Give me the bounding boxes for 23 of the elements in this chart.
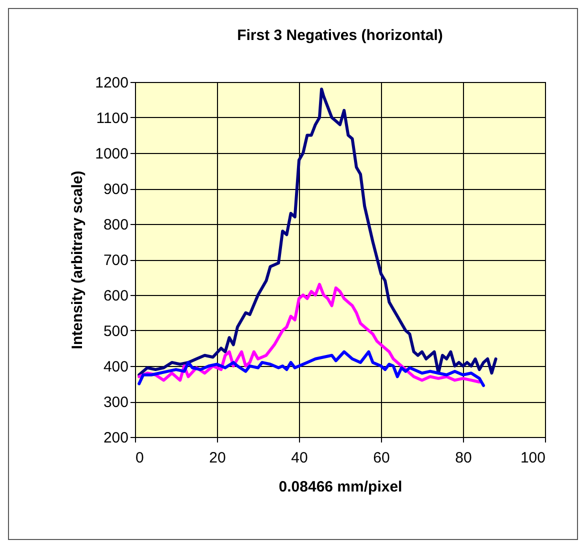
- x-tick-label: 40: [291, 450, 308, 466]
- line-series: [138, 282, 481, 384]
- x-tick-label: 0: [136, 450, 144, 466]
- x-tick-label: 100: [520, 450, 546, 466]
- y-tick-label: 900: [103, 181, 128, 198]
- line-series: [138, 350, 485, 388]
- y-tick-label: 500: [103, 323, 128, 340]
- x-tick-label: 80: [455, 450, 472, 466]
- y-tick-label: 400: [103, 358, 128, 376]
- line-series: [138, 88, 498, 376]
- y-tick-label: 700: [103, 252, 128, 269]
- y-tick-label: 200: [103, 430, 128, 446]
- x-axis-title: 0.08466 mm/pixel: [278, 478, 402, 496]
- x-tick-label: 20: [209, 450, 226, 466]
- y-tick-label: 1100: [96, 110, 128, 127]
- y-axis-title: Intensity (arbitrary scale): [69, 170, 86, 350]
- y-tick-label: 600: [103, 288, 128, 304]
- y-tick-label: 800: [103, 216, 128, 234]
- y-tick-label: 1000: [95, 146, 128, 162]
- y-tick-label: 300: [103, 394, 128, 411]
- chart-title: First 3 Negatives (horizontal): [237, 27, 443, 44]
- x-tick-label: 60: [373, 450, 390, 466]
- y-tick-label: 1200: [95, 74, 128, 92]
